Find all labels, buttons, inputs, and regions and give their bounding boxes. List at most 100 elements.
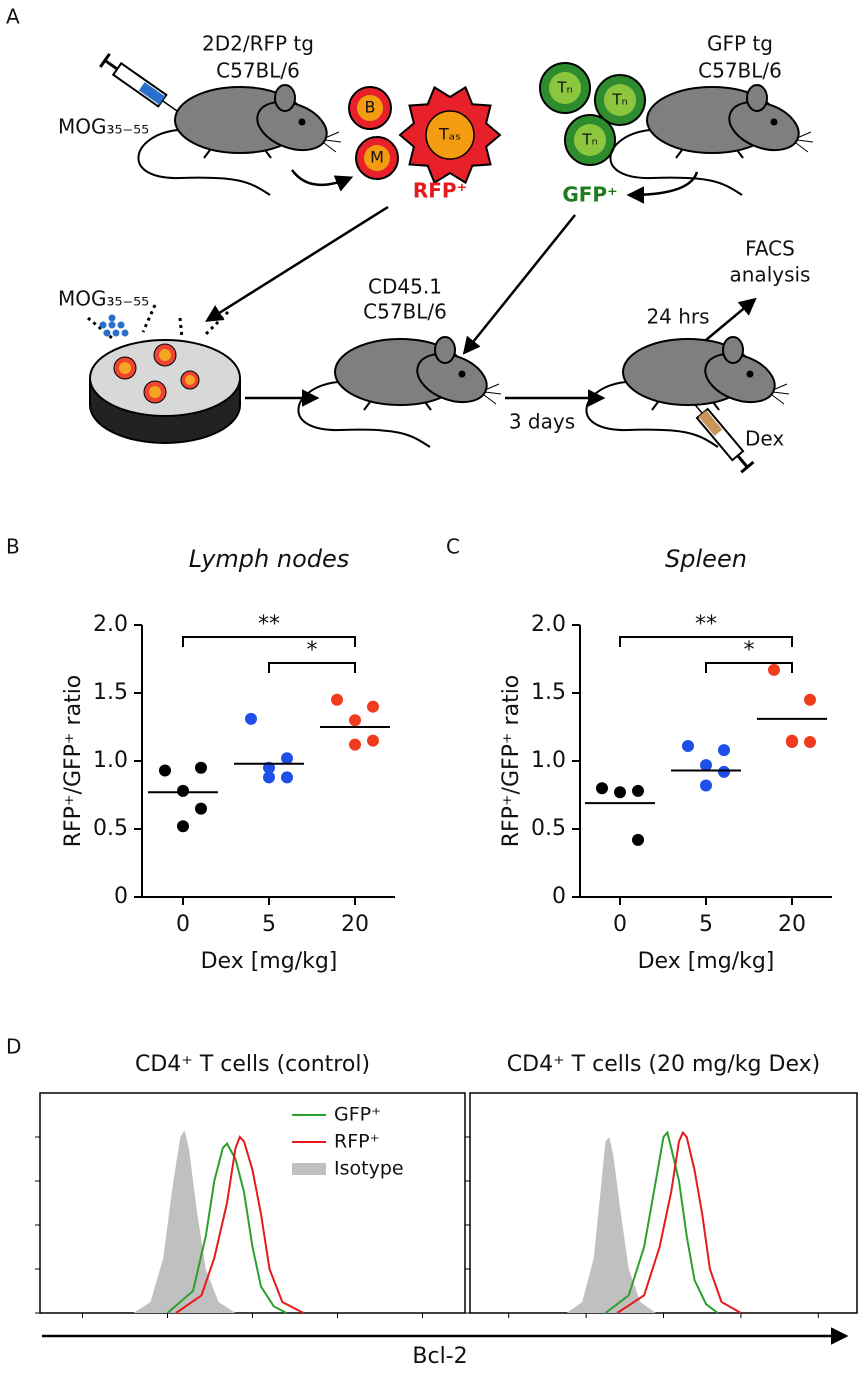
chart-title: Spleen xyxy=(665,545,747,573)
data-point xyxy=(195,761,207,774)
data-point xyxy=(786,735,798,748)
mouse xyxy=(297,336,502,448)
panel-label: A xyxy=(6,5,20,29)
label: analysis xyxy=(730,263,811,287)
b-core xyxy=(357,95,383,121)
data-point xyxy=(682,740,694,753)
label: 24 hrs xyxy=(646,305,709,329)
mouse-head xyxy=(416,352,488,404)
y-tick-label: 0 xyxy=(114,884,128,909)
significance-bracket xyxy=(619,636,793,647)
data-point xyxy=(177,820,189,833)
data-point xyxy=(804,693,816,706)
mouse-feet xyxy=(651,401,720,411)
data-point xyxy=(632,833,644,846)
chart-title: Lymph nodes xyxy=(189,545,350,573)
y-tick-label: 1.0 xyxy=(531,748,566,773)
data-point xyxy=(263,761,275,774)
x-tick-label: 0 xyxy=(176,912,190,937)
histogram-line xyxy=(166,1141,287,1314)
significance-label: * xyxy=(744,638,755,663)
label: 3 days xyxy=(509,410,575,434)
mouse-eye xyxy=(458,370,466,378)
mouse-tail xyxy=(609,129,743,196)
y-tick-label: 1.0 xyxy=(93,748,128,773)
mouse xyxy=(609,84,814,196)
x-axis-label: Bcl-2 xyxy=(412,1344,467,1369)
y-tick-label: 1.5 xyxy=(531,680,566,705)
label: C57BL/6 xyxy=(363,300,447,324)
mouse-ear xyxy=(274,84,296,112)
mouse-feet xyxy=(363,401,432,411)
x-tick-label: 20 xyxy=(778,912,806,937)
data-point xyxy=(367,700,379,713)
histogram-area xyxy=(133,1130,236,1313)
m-core xyxy=(364,145,390,171)
x-tick-label: 20 xyxy=(341,912,369,937)
y-axis-label: RFP⁺/GFP⁺ ratio xyxy=(61,675,86,848)
label: RFP⁺ xyxy=(413,179,467,203)
syringe xyxy=(682,390,755,474)
label: GFP⁺ xyxy=(562,183,617,207)
diagram: A B C D B M Tₐₛ Tₙ Tₙ Tₙ 2D2/RFP tg C57B… xyxy=(6,5,849,1369)
chart-title: CD4⁺ T cells (control) xyxy=(135,1052,370,1077)
legend-label: Isotype xyxy=(334,1158,404,1180)
mouse-whiskers xyxy=(323,131,342,153)
data-point xyxy=(177,784,189,797)
panel-label: C xyxy=(446,535,460,559)
mouse-ear xyxy=(722,336,744,364)
label: GFP tg xyxy=(707,32,773,56)
label: CD45.1 xyxy=(368,275,442,299)
significance-label: ** xyxy=(258,612,280,637)
label: 2D2/RFP tg xyxy=(202,32,314,56)
cell-label: Tₙ xyxy=(611,91,627,109)
y-tick-label: 2.0 xyxy=(93,612,128,637)
mouse-ear xyxy=(746,84,768,112)
data-point xyxy=(718,744,730,757)
mouse xyxy=(585,336,790,448)
data-point xyxy=(349,714,361,727)
cell-label: Tₙ xyxy=(581,131,597,149)
data-point xyxy=(632,784,644,797)
panel-label: D xyxy=(6,1035,21,1059)
mouse-whiskers xyxy=(795,131,814,153)
label: C57BL/6 xyxy=(216,59,300,83)
cell-label: B xyxy=(365,98,376,117)
mouse-head xyxy=(728,100,800,152)
x-axis-label: Dex [mg/kg] xyxy=(201,949,338,974)
data-point xyxy=(718,765,730,778)
y-tick-label: 0 xyxy=(552,884,566,909)
cell-label: Tₙ xyxy=(556,79,572,97)
mouse-feet xyxy=(203,149,272,159)
histogram-line xyxy=(175,1135,304,1314)
label: MOG₃₅₋₅₅ xyxy=(58,115,149,139)
tas-core xyxy=(425,110,475,160)
label: MOG₃₅₋₅₅ xyxy=(58,287,149,311)
plot-frame xyxy=(39,1092,466,1314)
mouse-tail xyxy=(297,381,431,448)
histogram-area xyxy=(566,1137,656,1313)
cell-label: Tₐₛ xyxy=(438,125,461,144)
mouse-feet xyxy=(675,149,744,159)
data-point xyxy=(700,759,712,772)
significance-label: ** xyxy=(695,612,717,637)
dish-cells xyxy=(113,343,200,404)
y-tick-label: 1.5 xyxy=(93,680,128,705)
peptide-dots xyxy=(99,314,129,337)
data-point xyxy=(245,712,257,725)
cell-label: M xyxy=(370,148,384,167)
plot-frame xyxy=(469,1092,858,1314)
y-tick-label: 0.5 xyxy=(93,816,128,841)
data-point xyxy=(804,735,816,748)
data-point xyxy=(367,734,379,747)
data-point xyxy=(331,693,343,706)
mouse-whiskers xyxy=(771,383,790,405)
x-tick-label: 5 xyxy=(262,912,276,937)
data-point xyxy=(281,752,293,765)
label: C57BL/6 xyxy=(698,59,782,83)
legend-swatch xyxy=(292,1163,326,1175)
data-point xyxy=(614,786,626,799)
data-point xyxy=(159,764,171,777)
mouse-ear xyxy=(434,336,456,364)
